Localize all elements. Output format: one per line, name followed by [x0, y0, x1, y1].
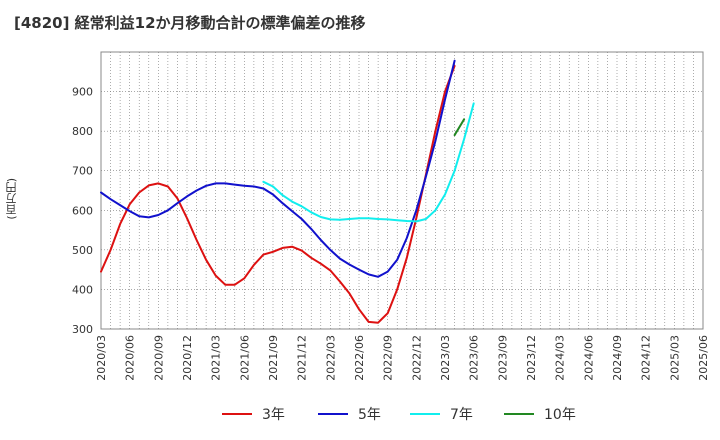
x-tick-label: 2025/03 — [668, 335, 681, 381]
y-tick-label: 300 — [72, 323, 93, 336]
chart-title: [4820] 経常利益12か月移動合計の標準偏差の推移 — [14, 14, 366, 32]
x-tick-label: 2023/06 — [468, 335, 481, 381]
x-tick-label: 2020/09 — [152, 335, 165, 381]
x-tick-label: 2023/03 — [439, 335, 452, 381]
legend-label-1: 3年 — [262, 407, 285, 423]
x-tick-label: 2021/12 — [296, 335, 309, 381]
legend-label-2: 5年 — [358, 407, 381, 423]
x-tick-label: 2022/06 — [353, 335, 366, 381]
x-tick-label: 2024/03 — [554, 335, 567, 381]
legend-label-4: 10年 — [544, 407, 576, 423]
y-tick-label: 500 — [72, 244, 93, 257]
x-tick-label: 2020/06 — [124, 335, 137, 381]
x-tick-label: 2023/12 — [525, 335, 538, 381]
y-tick-label: 400 — [72, 283, 93, 296]
y-tick-label: 600 — [72, 204, 93, 217]
x-tick-label: 2025/06 — [697, 335, 710, 381]
x-tick-label: 2022/03 — [324, 335, 337, 381]
x-tick-label: 2023/09 — [496, 335, 509, 381]
y-tick-label: 700 — [72, 165, 93, 178]
y-tick-label: 800 — [72, 125, 93, 138]
x-tick-label: 2021/06 — [238, 335, 251, 381]
x-tick-label: 2020/03 — [95, 335, 108, 381]
plot-area — [100, 51, 704, 330]
legend-label-3: 7年 — [450, 407, 473, 423]
x-tick-label: 2022/12 — [410, 335, 423, 381]
x-tick-label: 2024/09 — [611, 335, 624, 381]
series-line-4 — [453, 118, 466, 137]
series-line-2 — [100, 59, 456, 278]
x-tick-label: 2024/12 — [640, 335, 653, 381]
x-tick-label: 2020/12 — [181, 335, 194, 381]
x-tick-label: 2022/09 — [382, 335, 395, 381]
series-line-1 — [100, 64, 456, 324]
x-tick-label: 2024/06 — [582, 335, 595, 381]
x-tick-label: 2021/09 — [267, 335, 280, 381]
series-line-3 — [262, 102, 475, 223]
y-tick-label: 900 — [72, 86, 93, 99]
x-tick-label: 2021/03 — [210, 335, 223, 381]
